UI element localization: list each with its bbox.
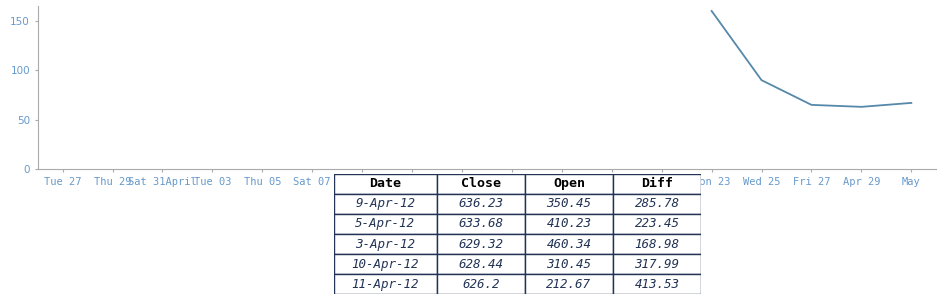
Bar bbox=[437, 274, 525, 294]
Bar bbox=[334, 214, 437, 234]
Bar bbox=[525, 234, 613, 254]
Text: 9-Apr-12: 9-Apr-12 bbox=[356, 197, 415, 210]
Bar bbox=[437, 234, 525, 254]
Bar bbox=[525, 274, 613, 294]
Text: 310.45: 310.45 bbox=[547, 258, 592, 271]
Bar bbox=[613, 174, 701, 194]
Bar bbox=[437, 174, 525, 194]
Text: 628.44: 628.44 bbox=[458, 258, 503, 271]
Text: Open: Open bbox=[553, 177, 585, 190]
Bar bbox=[334, 274, 437, 294]
Text: Date: Date bbox=[370, 177, 402, 190]
Text: 285.78: 285.78 bbox=[634, 197, 679, 210]
Bar bbox=[525, 194, 613, 214]
Bar bbox=[334, 254, 437, 274]
Bar bbox=[334, 174, 437, 194]
Text: Diff: Diff bbox=[641, 177, 673, 190]
Bar bbox=[437, 254, 525, 274]
Bar bbox=[525, 254, 613, 274]
Text: Close: Close bbox=[461, 177, 501, 190]
Bar bbox=[437, 214, 525, 234]
Bar bbox=[525, 214, 613, 234]
Text: 636.23: 636.23 bbox=[458, 197, 503, 210]
Text: 633.68: 633.68 bbox=[458, 217, 503, 230]
Text: 413.53: 413.53 bbox=[634, 278, 679, 291]
Text: 460.34: 460.34 bbox=[547, 238, 592, 251]
Bar bbox=[334, 194, 437, 214]
Text: 223.45: 223.45 bbox=[634, 217, 679, 230]
Text: 3-Apr-12: 3-Apr-12 bbox=[356, 238, 415, 251]
Text: 350.45: 350.45 bbox=[547, 197, 592, 210]
Text: 629.32: 629.32 bbox=[458, 238, 503, 251]
Bar bbox=[334, 234, 437, 254]
Text: 317.99: 317.99 bbox=[634, 258, 679, 271]
Bar bbox=[525, 174, 613, 194]
Text: 626.2: 626.2 bbox=[462, 278, 500, 291]
Bar bbox=[437, 194, 525, 214]
Text: 5-Apr-12: 5-Apr-12 bbox=[356, 217, 415, 230]
Bar bbox=[613, 234, 701, 254]
Text: 11-Apr-12: 11-Apr-12 bbox=[352, 278, 419, 291]
Text: 410.23: 410.23 bbox=[547, 217, 592, 230]
Bar bbox=[613, 274, 701, 294]
Bar bbox=[613, 194, 701, 214]
Text: 168.98: 168.98 bbox=[634, 238, 679, 251]
Text: 212.67: 212.67 bbox=[547, 278, 592, 291]
Bar bbox=[613, 214, 701, 234]
Bar bbox=[613, 254, 701, 274]
Text: 10-Apr-12: 10-Apr-12 bbox=[352, 258, 419, 271]
